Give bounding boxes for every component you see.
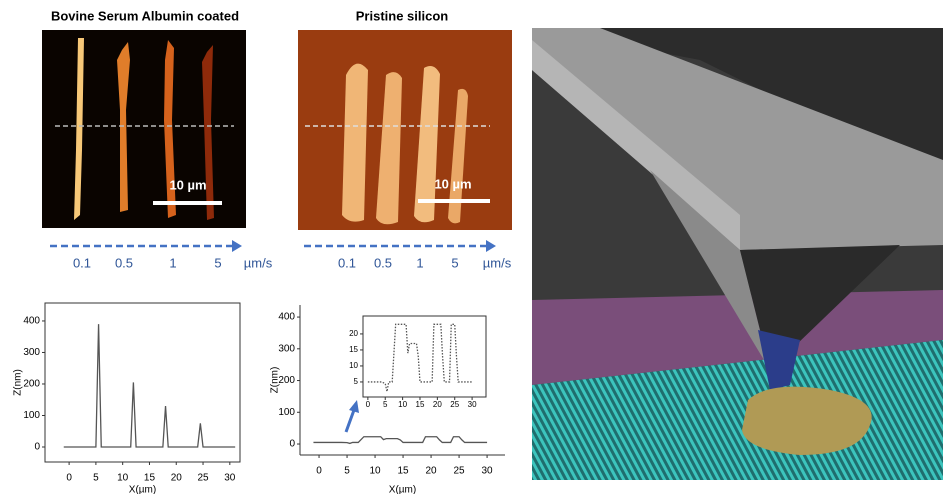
x-tick-label: 15 [416, 400, 425, 409]
x-tick-label: 25 [454, 466, 466, 477]
y-axis-label: Z(nm) [13, 369, 24, 396]
stripe [342, 64, 368, 222]
x-tick-label: 10 [369, 466, 381, 477]
panel-title: Pristine silicon [356, 8, 449, 23]
inset-arrow [346, 410, 354, 432]
y-tick-label: 300 [23, 347, 40, 358]
x-tick-label: 15 [397, 466, 409, 477]
plot-frame [363, 316, 486, 397]
y-tick-label: 400 [23, 316, 40, 327]
page: 10 µm Bovine Serum Albumin coated 10 µm … [0, 0, 943, 499]
y-tick-label: 200 [278, 375, 295, 386]
speed-label: 5 [214, 255, 221, 270]
speed-label: 0.1 [338, 255, 356, 270]
x-tick-label: 20 [433, 400, 442, 409]
afm-image [42, 30, 246, 228]
x-tick-label: 30 [468, 400, 477, 409]
data-line [313, 437, 487, 444]
x-tick-label: 0 [316, 466, 322, 477]
speed-label: 0.5 [115, 255, 133, 270]
arrow-head [486, 240, 496, 252]
arrow-head [349, 400, 359, 413]
y-tick-label: 100 [23, 410, 40, 421]
y-tick-label: 0 [34, 442, 40, 453]
y-tick-label: 100 [278, 407, 295, 418]
speed-label: 5 [451, 255, 458, 270]
data-line [368, 324, 472, 391]
x-tick-label: 10 [117, 473, 129, 484]
x-axis-label: X(µm) [389, 485, 416, 494]
speed-unit: µm/s [483, 255, 512, 270]
y-tick-label: 15 [349, 345, 358, 354]
speed-unit: µm/s [244, 255, 273, 270]
x-tick-label: 30 [224, 473, 236, 484]
y-tick-label: 400 [278, 312, 295, 323]
data-line [64, 324, 235, 447]
plot-frame [45, 303, 240, 462]
x-tick-label: 20 [171, 473, 183, 484]
x-tick-label: 15 [144, 473, 156, 484]
y-tick-label: 10 [349, 361, 358, 370]
y-tick-label: 0 [289, 439, 295, 450]
x-tick-label: 25 [450, 400, 459, 409]
speed-label: 1 [169, 255, 176, 270]
y-tick-label: 200 [23, 379, 40, 390]
speed-label: 0.1 [73, 255, 91, 270]
speed-label: 1 [416, 255, 423, 270]
y-tick-label: 5 [354, 377, 359, 386]
arrow-head [232, 240, 242, 252]
x-tick-label: 5 [93, 473, 99, 484]
y-tick-label: 20 [349, 329, 358, 338]
x-axis-label: X(µm) [129, 485, 156, 494]
y-tick-label: 300 [278, 343, 295, 354]
x-tick-label: 0 [66, 473, 72, 484]
scale-bar-label: 10 µm [169, 177, 206, 192]
x-tick-label: 5 [344, 466, 350, 477]
scale-bar-label: 10 µm [434, 176, 471, 191]
tip-render [532, 28, 943, 480]
x-tick-label: 0 [366, 400, 371, 409]
x-tick-label: 10 [398, 400, 407, 409]
y-axis-label: Z(nm) [270, 367, 281, 394]
x-tick-label: 20 [426, 466, 438, 477]
x-tick-label: 30 [482, 466, 494, 477]
x-tick-label: 25 [197, 473, 209, 484]
x-tick-label: 5 [383, 400, 388, 409]
figure: 10 µm Bovine Serum Albumin coated 10 µm … [0, 0, 943, 494]
speed-label: 0.5 [374, 255, 392, 270]
panel-title: Bovine Serum Albumin coated [51, 8, 239, 23]
